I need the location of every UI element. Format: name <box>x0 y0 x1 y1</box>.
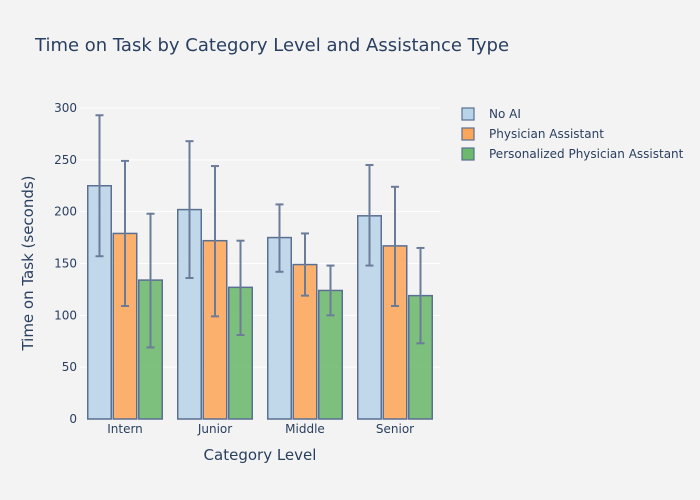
legend-label: Physician Assistant <box>489 127 604 141</box>
y-tick-label: 300 <box>54 101 77 115</box>
y-axis-title: Time on Task (seconds) <box>19 175 37 351</box>
x-tick-label: Middle <box>285 422 325 436</box>
legend-swatch <box>461 147 475 161</box>
x-tick-labels: Intern Junior Middle Senior <box>107 422 414 436</box>
error-bar <box>146 212 155 349</box>
bars <box>87 185 433 420</box>
error-bar <box>185 140 194 280</box>
error-bar <box>301 232 309 297</box>
error-bar <box>236 239 245 337</box>
legend-swatch <box>461 127 475 141</box>
x-tick-label: Senior <box>376 422 414 436</box>
x-axis-title: Category Level <box>204 446 317 464</box>
x-tick-label: Junior <box>197 422 232 436</box>
legend-label: Personalized Physician Assistant <box>489 147 684 161</box>
error-bar <box>391 185 399 308</box>
legend-item[interactable]: Physician Assistant <box>461 127 604 141</box>
legend-swatch <box>461 107 475 121</box>
y-tick-label: 0 <box>69 412 77 426</box>
legend: No AI Physician Assistant Personalized Phy… <box>461 107 684 161</box>
x-tick-label: Intern <box>107 422 143 436</box>
y-tick-label: 200 <box>54 205 77 219</box>
error-bar <box>211 165 219 318</box>
error-bar <box>326 264 335 317</box>
y-tick-label: 250 <box>54 153 77 167</box>
y-tick-label: 50 <box>62 360 77 374</box>
y-tick-label: 150 <box>54 257 77 271</box>
legend-item[interactable]: No AI <box>461 107 521 121</box>
error-bar <box>275 203 284 273</box>
error-bar <box>121 159 129 308</box>
legend-label: No AI <box>489 107 521 121</box>
y-tick-labels: 0 50 100 150 200 250 300 <box>54 101 77 426</box>
error-bars <box>95 114 425 349</box>
y-tick-label: 100 <box>54 308 77 322</box>
chart-title: Time on Task by Category Level and Assis… <box>34 35 509 56</box>
legend-item[interactable]: Personalized Physician Assistant <box>461 147 684 161</box>
error-bar <box>95 114 104 258</box>
error-bar <box>416 246 425 345</box>
error-bar <box>365 164 374 267</box>
